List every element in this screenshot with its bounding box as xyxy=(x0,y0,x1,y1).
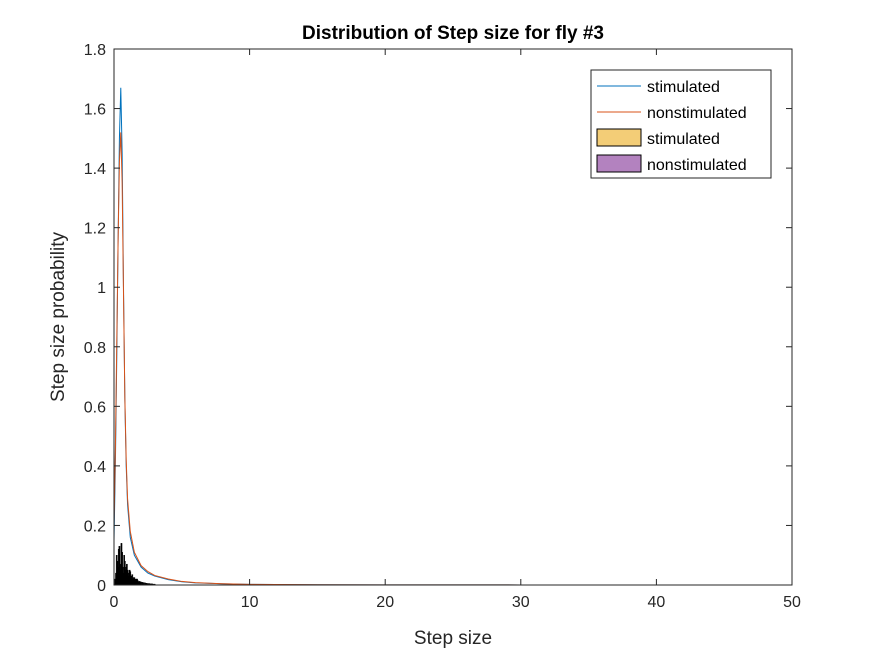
y-tick-label: 1.2 xyxy=(84,221,106,238)
legend-label-stimulated-bar: stimulated xyxy=(647,131,720,148)
axes-box xyxy=(113,48,793,586)
legend-label-stimulated-line: stimulated xyxy=(647,79,720,96)
chart-title: Distribution of Step size for fly #3 xyxy=(302,23,604,44)
x-tick-label: 50 xyxy=(783,594,801,611)
x-tick-label: 20 xyxy=(376,594,394,611)
y-axis-label: Step size probability xyxy=(48,231,69,402)
y-tick-label: 0.6 xyxy=(84,399,106,416)
legend-label-nonstimulated-line: nonstimulated xyxy=(647,105,747,122)
x-tick-label: 10 xyxy=(241,594,259,611)
histogram-bar xyxy=(119,563,121,586)
y-tick-label: 0.4 xyxy=(84,459,106,476)
y-tick-label: 0 xyxy=(97,578,106,595)
histogram-bar xyxy=(134,578,136,586)
histogram-bar xyxy=(123,555,125,586)
x-axis-label: Step size xyxy=(414,628,492,649)
histogram-bar xyxy=(132,577,135,586)
histogram-bar xyxy=(138,581,140,586)
histogram-bar xyxy=(130,575,132,586)
legend-swatch-nonstimulated-bar xyxy=(596,154,642,173)
x-tick-label: 30 xyxy=(512,594,530,611)
histogram-bar xyxy=(126,563,128,586)
legend-label-nonstimulated-bar: nonstimulated xyxy=(647,157,747,174)
y-tick-label: 0.8 xyxy=(84,340,106,357)
histogram-bar xyxy=(115,572,117,586)
histogram-bar xyxy=(120,543,123,586)
histogram-bar xyxy=(122,566,124,586)
y-tick-label: 1.4 xyxy=(84,161,106,178)
histogram-bar xyxy=(136,580,139,586)
y-tick-label: 0.2 xyxy=(84,518,106,535)
x-tick-label: 40 xyxy=(648,594,666,611)
y-tick-label: 1 xyxy=(97,280,106,297)
histogram-bar xyxy=(131,574,134,586)
histogram-bar xyxy=(127,572,130,586)
legend-swatch-stimulated-bar xyxy=(596,128,642,147)
y-tick-label: 1.6 xyxy=(84,102,106,119)
histogram-bar xyxy=(135,578,138,586)
y-tick-label: 1.8 xyxy=(84,42,106,59)
x-tick-label: 0 xyxy=(110,594,119,611)
legend: stimulated nonstimulated stimulated nons… xyxy=(590,69,772,179)
histogram-bar xyxy=(128,569,131,586)
histogram-bar xyxy=(117,549,120,586)
histogram-bar xyxy=(124,569,127,586)
axes: 0 10 20 30 40 50 0 0.2 0.4 0.6 0.8 1 1.2 1.4 1.6 1.8 xyxy=(84,42,801,611)
histogram-bar xyxy=(116,560,119,586)
